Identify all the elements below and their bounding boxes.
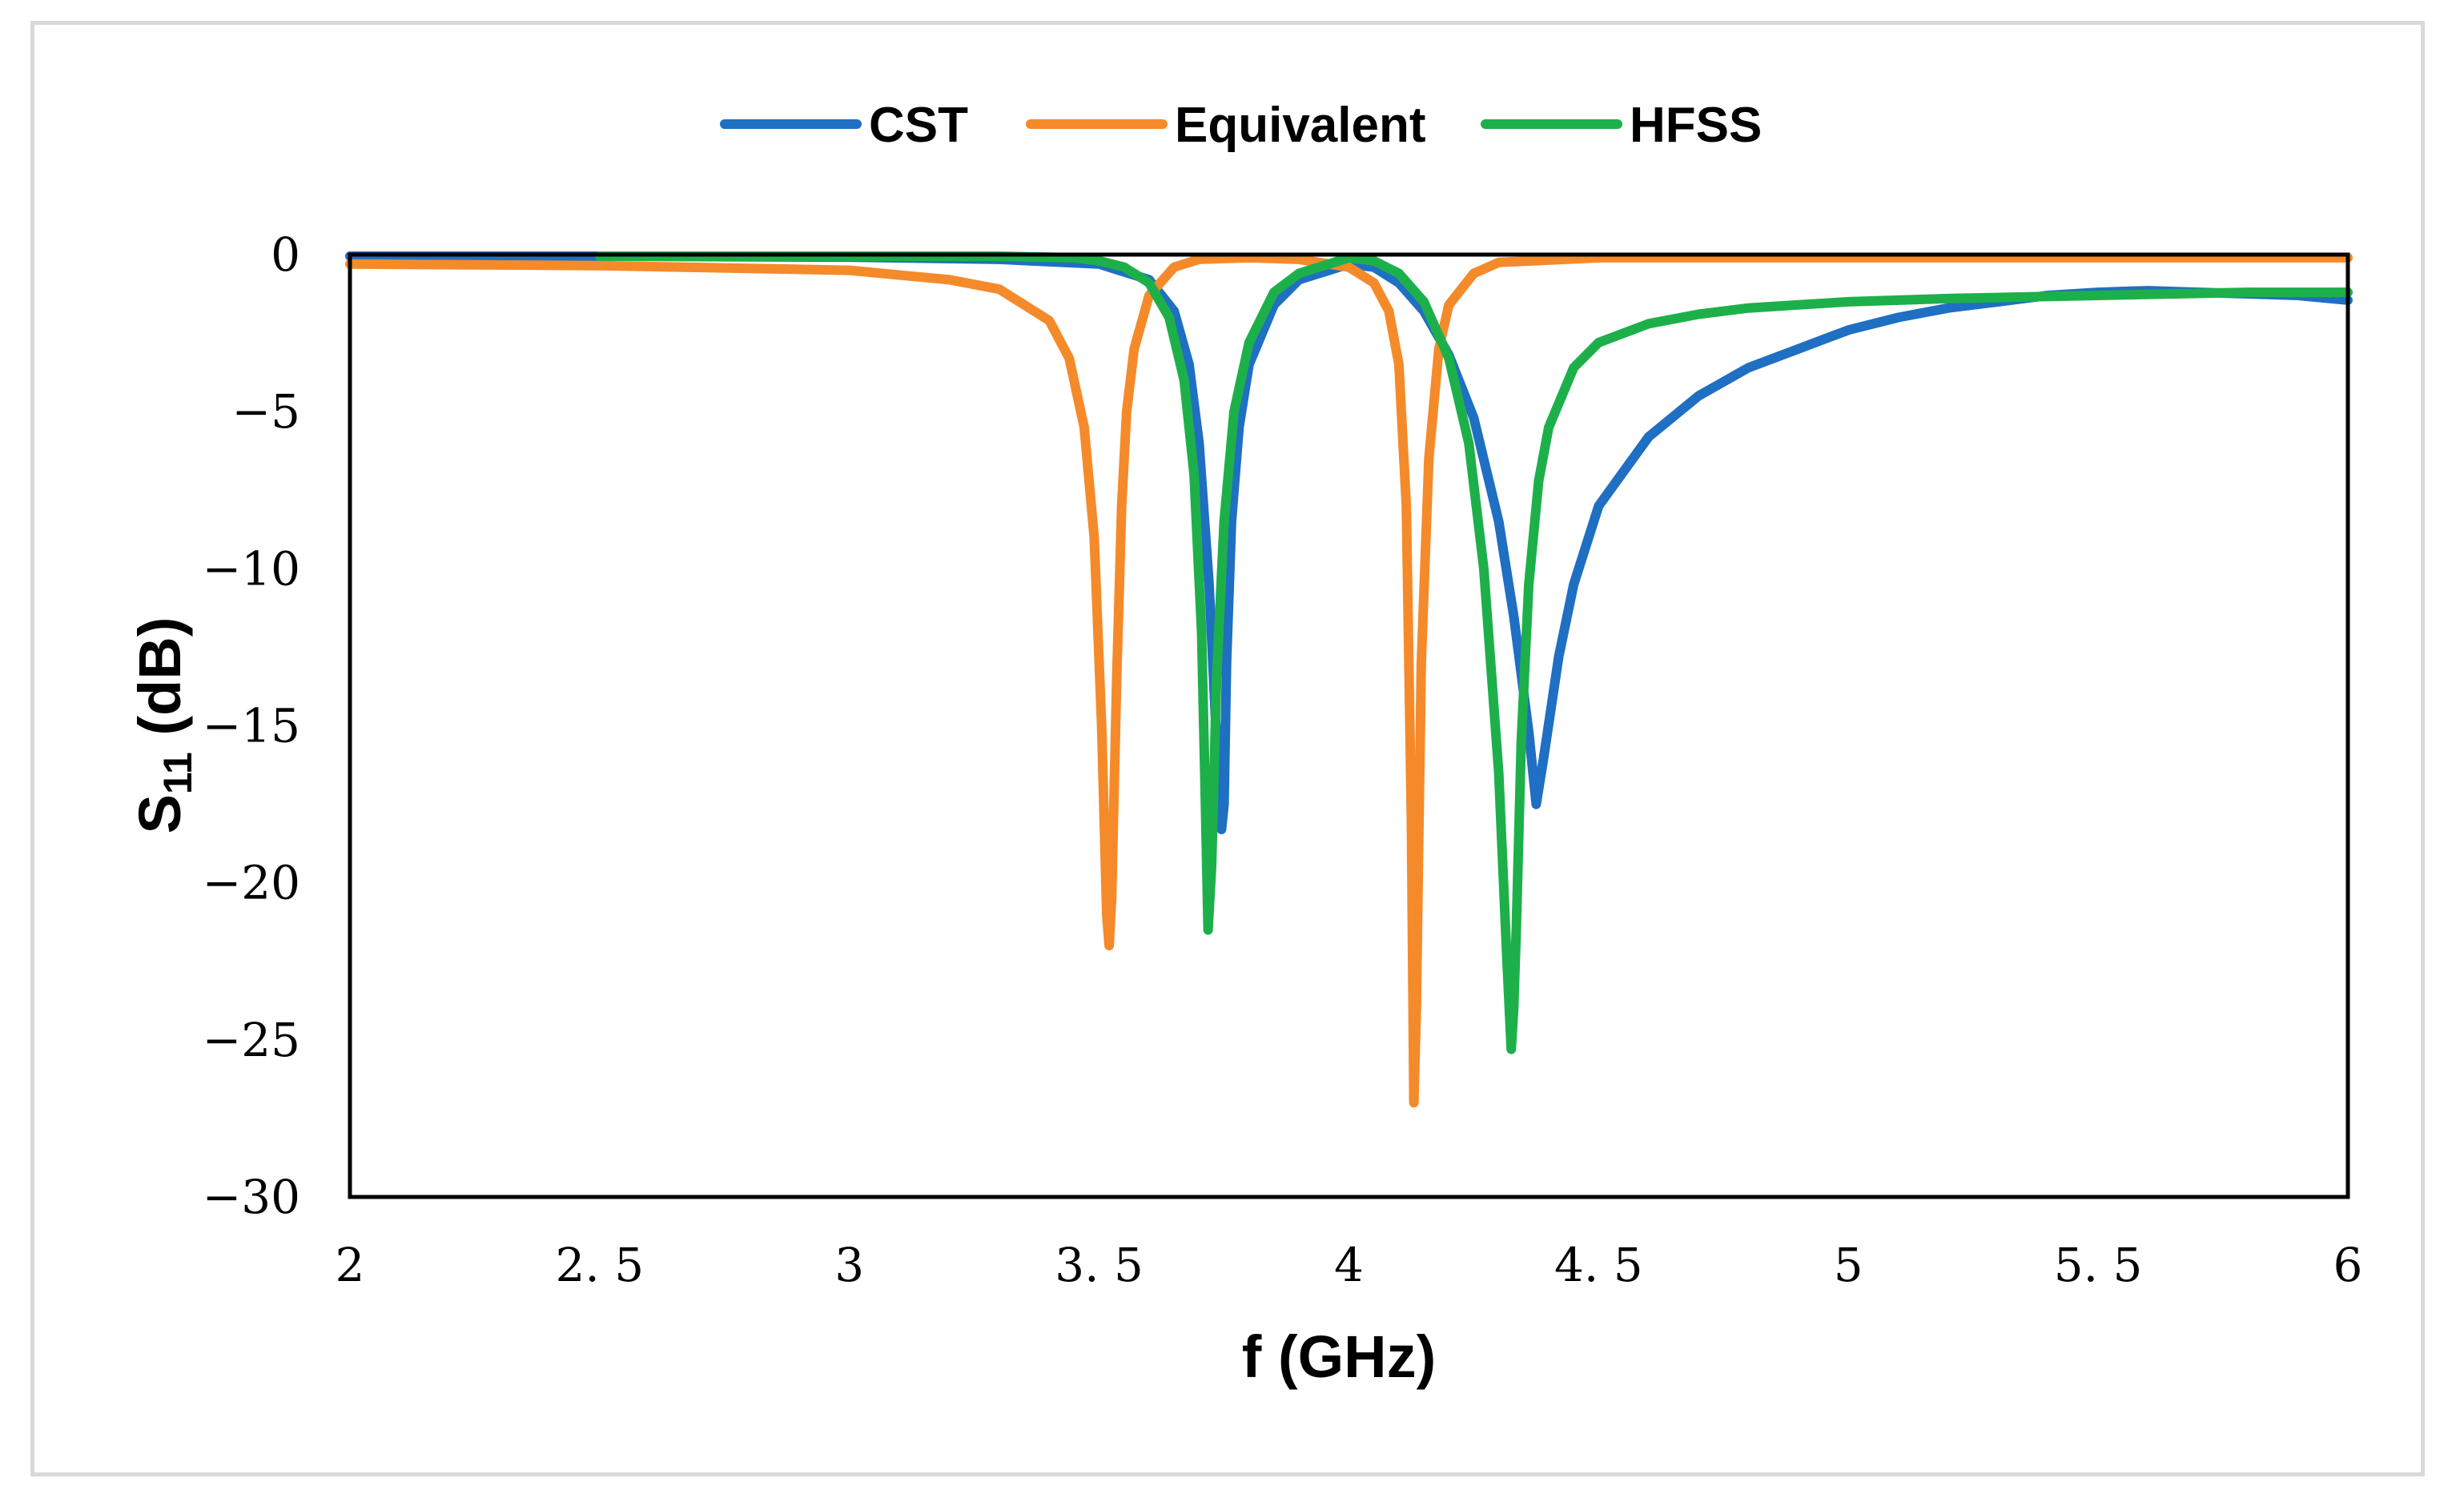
- x-tick-label: 2: [336, 1238, 365, 1292]
- y-tick-label: −5: [232, 384, 301, 439]
- y-tick-label: −20: [203, 856, 300, 910]
- legend: CST Equivalent HFSS: [720, 98, 1762, 153]
- x-tick-label: 5: [1834, 1238, 1863, 1292]
- y-axis-title: S11 (dB): [127, 617, 200, 834]
- plot-area: [348, 252, 2350, 1199]
- x-tick-label: 4: [1334, 1238, 1364, 1292]
- y-tick-label: −10: [203, 541, 300, 596]
- y-tick-label: −30: [203, 1170, 300, 1224]
- y-axis-title-main: S: [127, 794, 193, 833]
- x-tick-label: 2. 5: [556, 1238, 645, 1292]
- legend-label-equivalent: Equivalent: [1175, 98, 1426, 153]
- x-tick-label: 4. 5: [1554, 1238, 1643, 1292]
- legend-label-hfss: HFSS: [1630, 98, 1762, 153]
- y-axis-title-unit: (dB): [127, 617, 193, 753]
- x-tick-label: 3: [834, 1238, 864, 1292]
- x-tick-label: 3. 5: [1055, 1238, 1144, 1292]
- x-tick-label: 6: [2333, 1238, 2363, 1292]
- y-axis-ticks: 0 −5 −10 −15 −20 −25 −30: [203, 227, 300, 1224]
- x-axis-title: f (GHz): [1242, 1323, 1437, 1390]
- series-layer: [345, 251, 2353, 1108]
- y-tick-label: −25: [203, 1013, 300, 1067]
- x-tick-label: 5. 5: [2054, 1238, 2143, 1292]
- series-line-equivalent: [345, 252, 2353, 1108]
- legend-label-cst: CST: [869, 98, 968, 153]
- series-line-hfss: [594, 251, 2353, 1054]
- series-line-cst: [345, 251, 2353, 834]
- y-tick-label: 0: [271, 227, 300, 282]
- x-axis-ticks: 2 2. 5 3 3. 5 4 4. 5 5 5. 5 6: [336, 1238, 2363, 1292]
- y-axis-title-subscript: 11: [155, 752, 200, 794]
- y-tick-label: −15: [203, 699, 300, 753]
